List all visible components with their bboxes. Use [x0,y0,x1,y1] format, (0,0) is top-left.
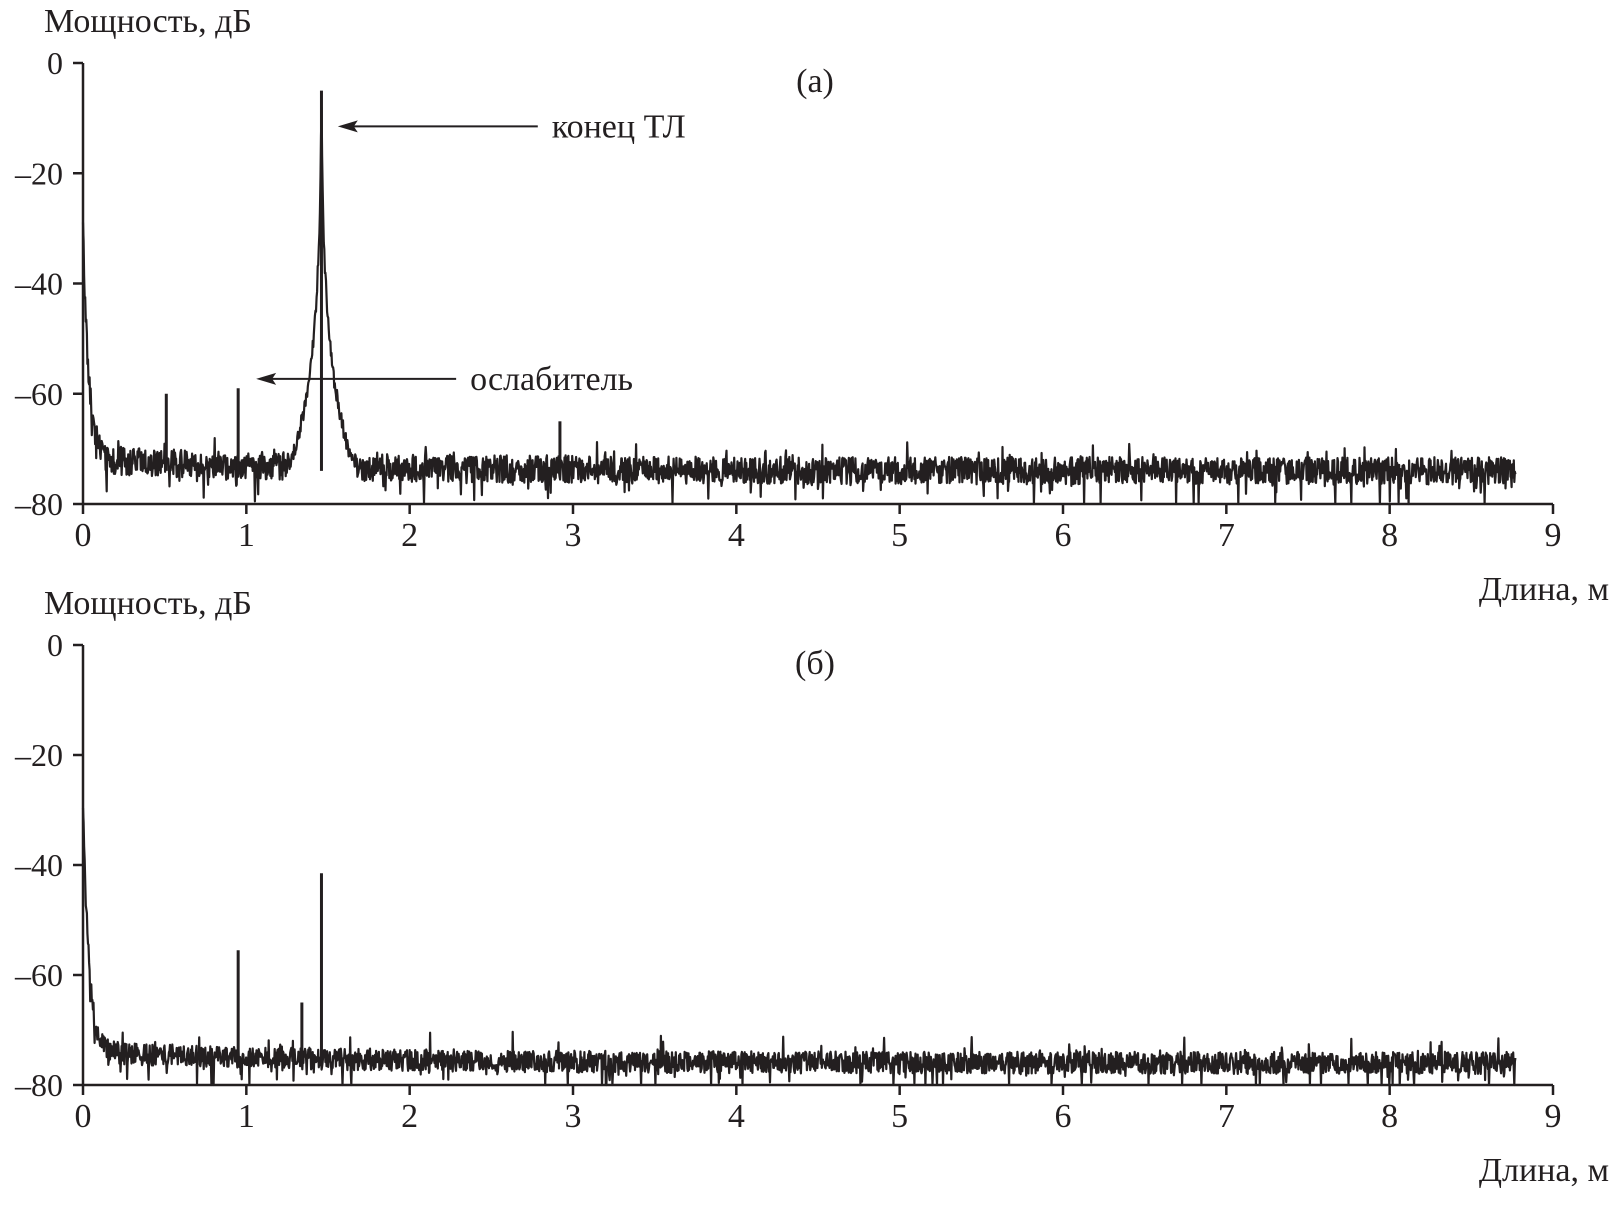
panel-b: Мощность, дБ Длина, м (б) 0–20–40–60–800… [14,585,1609,1189]
y-tick-label: –40 [14,847,63,883]
x-tick-label: 5 [891,517,908,554]
x-tick-label: 5 [891,1098,908,1135]
y-tick-label: 0 [47,45,63,81]
y-tick-label: –60 [14,376,63,412]
panel-label: (а) [796,63,834,100]
panel-a: Мощность, дБ Длина, м (а) 0–20–40–60–800… [14,3,1609,608]
signal-line [81,807,1517,1087]
x-tick-label: 4 [728,517,745,554]
x-tick-label: 3 [565,517,582,554]
x-tick-label: 7 [1218,1098,1235,1135]
x-tick-label: 8 [1381,1098,1398,1135]
annotation-label: ослабитель [470,361,633,398]
y-tick-label: –20 [14,737,63,773]
x-tick-label: 1 [238,517,255,554]
annotation-label: конец ТЛ [552,108,686,145]
annotation-arrow: конец ТЛ [337,108,686,145]
x-axis-title: Длина, м [1479,571,1609,608]
x-tick-label: 2 [401,1098,418,1135]
x-tick-label: 0 [75,1098,92,1135]
axes: 0 –20 –40 –60 –80 0 1 2 3 4 5 6 7 8 9 [14,45,1562,554]
x-tick-label: 9 [1545,1098,1562,1135]
peak-layer [164,90,562,471]
x-tick-label: 7 [1218,517,1235,554]
x-tick-label: 9 [1545,517,1562,554]
y-tick-label: –20 [14,155,63,191]
peak-layer [236,873,323,1063]
x-tick-label: 4 [728,1098,745,1135]
axes: 0 –20 –40 –60 –80 0 1 2 3 4 5 6 7 8 9 [14,627,1562,1135]
arrow-head [337,120,358,133]
y-tick-label: –80 [14,486,63,522]
y-tick-label: –40 [14,266,63,302]
x-axis-title: Длина, м [1479,1152,1609,1189]
signal-line [81,106,1517,506]
x-tick-label: 6 [1055,1098,1072,1135]
x-tick-label: 1 [238,1098,255,1135]
signal-trace [81,106,1517,506]
y-tick-label: –80 [14,1067,63,1103]
y-axis-title: Мощность, дБ [44,585,252,622]
x-tick-label: 8 [1381,517,1398,554]
y-tick-label: 0 [47,627,63,663]
y-axis-title: Мощность, дБ [44,3,252,40]
arrow-head [256,372,277,385]
x-tick-label: 0 [75,517,92,554]
panel-label: (б) [795,645,835,682]
x-tick-label: 6 [1055,517,1072,554]
y-tick-label: –60 [14,957,63,993]
x-tick-label: 2 [401,517,418,554]
signal-trace [81,807,1517,1087]
annotations: конец ТЛ ослабитель [256,108,686,398]
annotation-arrow: ослабитель [256,361,633,398]
x-tick-label: 3 [565,1098,582,1135]
